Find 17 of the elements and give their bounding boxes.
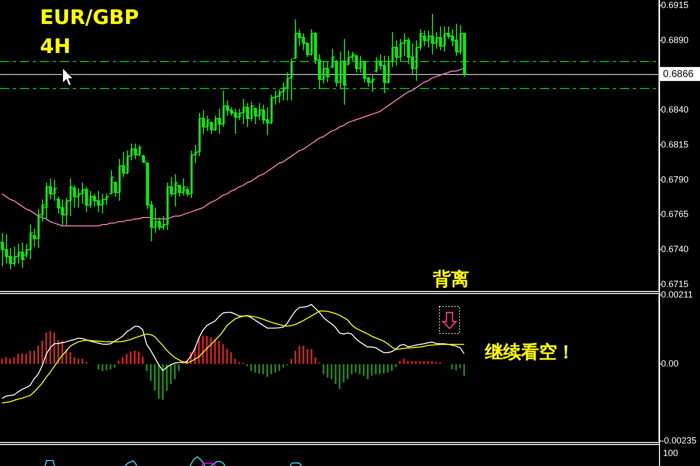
y-tick-label: 0.6790 bbox=[661, 174, 689, 184]
y-tick-label: -0.00235 bbox=[661, 435, 697, 446]
y-tick-label: 0.6715 bbox=[661, 278, 689, 289]
text: 100 bbox=[663, 448, 678, 458]
y-tick-label: 0.6915 bbox=[661, 0, 689, 10]
annotation: 继续看空！ bbox=[485, 340, 576, 364]
text: 4H bbox=[40, 34, 71, 58]
y-tick-label: 0.00 bbox=[661, 358, 679, 369]
y-tick-label: 0.6890 bbox=[661, 34, 689, 45]
y-tick-label: 0.6840 bbox=[661, 104, 689, 115]
y-tick-label: 0.6815 bbox=[661, 139, 689, 150]
annotation: 背离 bbox=[432, 268, 469, 291]
y-tick-label: 0.6740 bbox=[661, 244, 689, 254]
y-tick-label: 0.6765 bbox=[661, 209, 689, 220]
ref-line-label: 0.6866 bbox=[663, 68, 694, 80]
y-tick-label: 0.00211 bbox=[661, 289, 693, 300]
chart-title: EUR/GBP bbox=[40, 5, 139, 29]
